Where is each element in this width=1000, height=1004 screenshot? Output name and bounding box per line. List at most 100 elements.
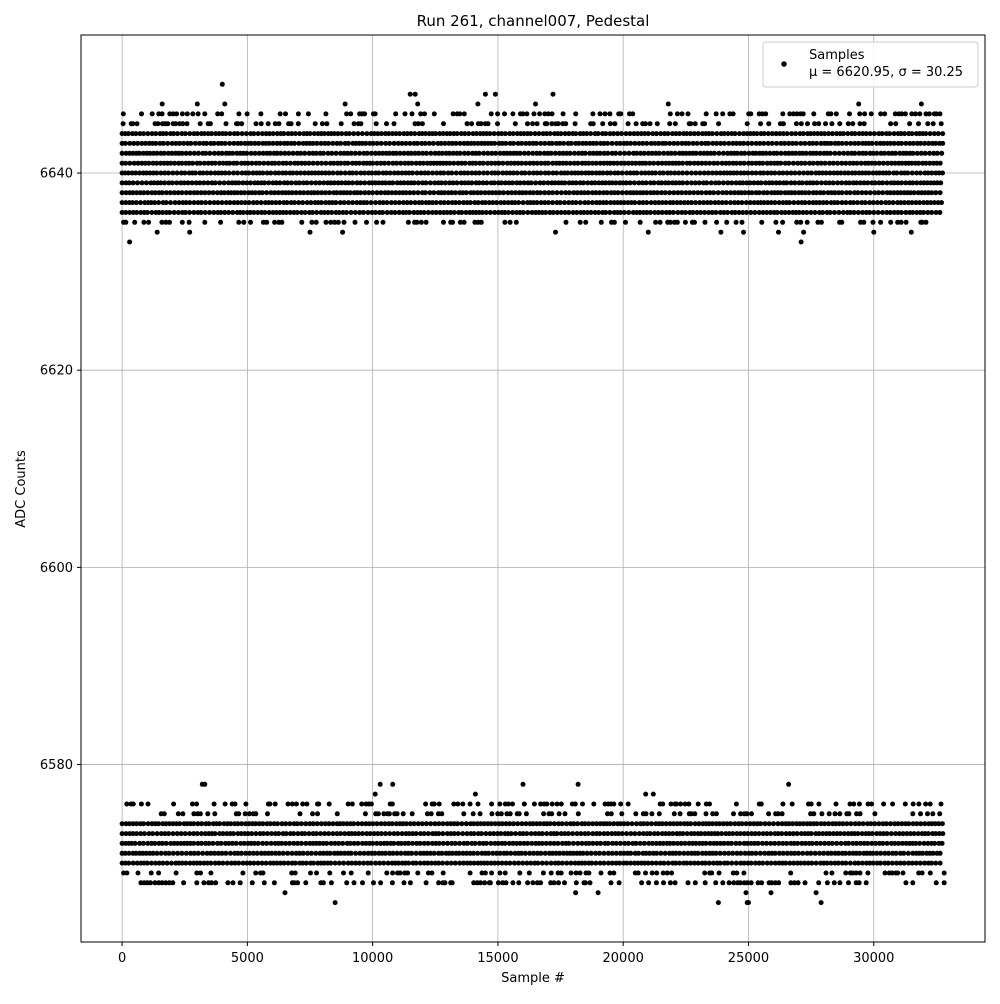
- data-point: [643, 160, 649, 166]
- data-point: [557, 850, 563, 856]
- data-point: [874, 200, 880, 206]
- data-point: [911, 831, 917, 837]
- data-point: [681, 200, 687, 206]
- data-point: [854, 160, 860, 166]
- data-point: [345, 160, 351, 166]
- data-point: [861, 121, 867, 127]
- data-point: [629, 160, 635, 166]
- data-point: [578, 831, 584, 837]
- data-point: [652, 140, 658, 146]
- data-point: [567, 150, 573, 156]
- data-point: [818, 900, 824, 906]
- data-point: [424, 850, 430, 856]
- data-point: [204, 850, 210, 856]
- data-point: [145, 131, 151, 137]
- data-point: [326, 170, 332, 176]
- data-point: [167, 821, 173, 827]
- data-point: [202, 131, 207, 137]
- data-point: [614, 160, 620, 166]
- data-point: [252, 150, 258, 156]
- data-point: [209, 880, 214, 886]
- data-point: [704, 200, 710, 206]
- data-point: [348, 870, 354, 876]
- data-point: [384, 200, 390, 206]
- data-point: [442, 880, 448, 886]
- data-point: [875, 210, 881, 215]
- data-point: [798, 860, 804, 866]
- data-point: [605, 850, 611, 856]
- data-point: [160, 140, 166, 146]
- data-point: [542, 850, 548, 856]
- data-point: [519, 160, 525, 166]
- data-point: [450, 150, 456, 156]
- data-point: [904, 831, 910, 837]
- data-point: [156, 821, 162, 827]
- data-point: [444, 210, 450, 215]
- data-point: [360, 831, 365, 837]
- data-point: [573, 890, 579, 896]
- data-point: [191, 210, 197, 215]
- data-point: [761, 140, 767, 146]
- data-point: [308, 180, 314, 186]
- data-point: [317, 840, 323, 846]
- data-point: [465, 140, 471, 146]
- data-point: [141, 131, 147, 137]
- data-point: [821, 850, 827, 856]
- data-point: [346, 200, 351, 206]
- data-point: [638, 131, 644, 137]
- data-point: [272, 121, 278, 127]
- data-point: [847, 860, 853, 866]
- data-point: [515, 160, 521, 166]
- data-point: [432, 821, 438, 827]
- data-point: [409, 811, 415, 817]
- data-point: [183, 150, 189, 156]
- data-point: [391, 121, 397, 127]
- data-point: [576, 140, 582, 146]
- data-point: [858, 180, 863, 186]
- data-point: [530, 150, 536, 156]
- data-point: [922, 860, 928, 866]
- data-point: [400, 811, 406, 817]
- data-point: [556, 880, 561, 886]
- data-point: [154, 160, 160, 166]
- data-point: [628, 850, 634, 856]
- data-point: [554, 170, 560, 176]
- data-point: [927, 150, 932, 156]
- data-point: [720, 821, 726, 827]
- data-point: [359, 840, 365, 846]
- data-point: [691, 131, 697, 137]
- data-point: [616, 831, 622, 837]
- data-point: [244, 150, 250, 156]
- data-point: [598, 219, 604, 225]
- data-point: [174, 831, 180, 837]
- data-point: [430, 170, 435, 176]
- data-point: [226, 210, 232, 215]
- data-point: [326, 190, 332, 196]
- data-point: [239, 131, 245, 137]
- data-point: [558, 831, 564, 837]
- data-point: [808, 850, 814, 856]
- data-point: [362, 190, 368, 196]
- data-point: [643, 870, 648, 876]
- data-point: [720, 180, 726, 186]
- data-point: [387, 170, 393, 176]
- data-point: [521, 840, 527, 846]
- data-point: [601, 850, 607, 856]
- data-point: [344, 880, 350, 886]
- data-point: [223, 200, 229, 206]
- data-point: [823, 870, 829, 876]
- data-point: [837, 831, 843, 837]
- data-point: [269, 831, 274, 837]
- data-point: [426, 140, 432, 146]
- data-point: [390, 870, 396, 876]
- data-point: [448, 210, 454, 215]
- data-point: [347, 840, 353, 846]
- data-point: [582, 200, 588, 206]
- data-point: [486, 190, 492, 196]
- data-point: [407, 140, 413, 146]
- data-point: [789, 131, 795, 137]
- data-point: [733, 219, 739, 225]
- data-point: [637, 840, 643, 846]
- data-point: [813, 150, 819, 156]
- data-point: [163, 219, 169, 225]
